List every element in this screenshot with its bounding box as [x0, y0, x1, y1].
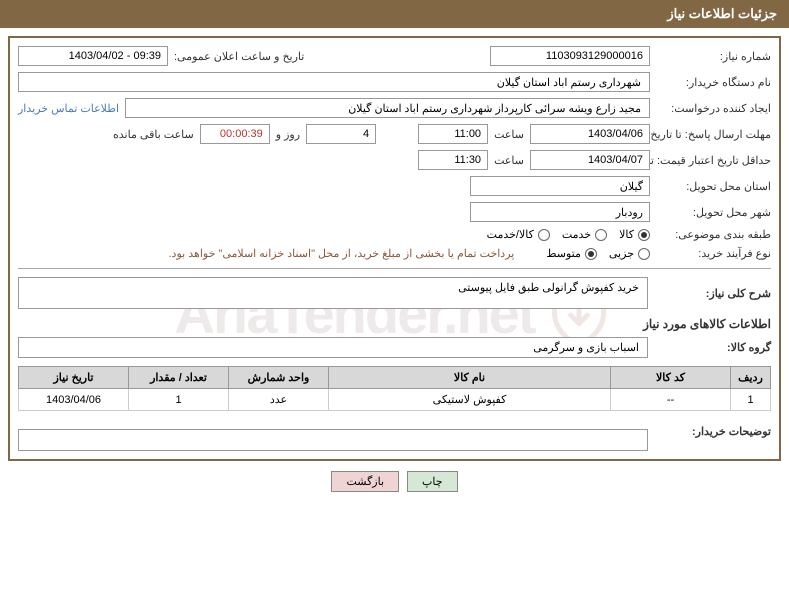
goods-table: ردیف کد کالا نام کالا واحد شمارش تعداد /… — [18, 366, 771, 411]
row-province: استان محل تحویل: گیلان — [18, 176, 771, 196]
button-row: چاپ بازگشت — [0, 471, 789, 492]
label-remaining: ساعت باقی مانده — [113, 128, 194, 141]
col-code: کد کالا — [611, 367, 731, 389]
field-province: گیلان — [470, 176, 650, 196]
col-row-no: ردیف — [731, 367, 771, 389]
label-time1: ساعت — [494, 128, 524, 141]
radio-group-process: جزیی متوسط — [546, 247, 650, 260]
field-deadline-time: 11:00 — [418, 124, 488, 144]
label-days-and: روز و — [276, 128, 300, 141]
cell-row-no: 1 — [731, 389, 771, 411]
cell-name: کفپوش لاستیکی — [329, 389, 611, 411]
label-overall-desc: شرح کلی نیاز: — [656, 287, 771, 300]
col-unit: واحد شمارش — [229, 367, 329, 389]
col-name: نام کالا — [329, 367, 611, 389]
field-deadline-date: 1403/04/06 — [530, 124, 650, 144]
radio-dot-icon — [585, 248, 597, 260]
label-goods-group: گروه کالا: — [656, 341, 771, 354]
row-category: طبقه بندی موضوعی: کالا خدمت کالا/خدمت — [18, 228, 771, 241]
radio-jozi[interactable]: جزیی — [609, 247, 650, 260]
goods-info-heading: اطلاعات کالاهای مورد نیاز — [18, 317, 771, 331]
page-header: جزئیات اطلاعات نیاز — [0, 0, 789, 28]
label-announce-dt: تاریخ و ساعت اعلان عمومی: — [174, 50, 304, 63]
print-button[interactable]: چاپ — [407, 471, 458, 492]
label-validity: حداقل تاریخ اعتبار قیمت: تا تاریخ: — [656, 154, 771, 167]
main-panel: AriaTender.net شماره نیاز: 1103093129000… — [8, 36, 781, 461]
row-overall-desc: شرح کلی نیاز: خرید کفپوش گرانولی طبق فای… — [18, 277, 771, 309]
label-deadline: مهلت ارسال پاسخ: تا تاریخ: — [656, 128, 771, 141]
radio-dot-icon — [638, 248, 650, 260]
field-buyer-notes — [18, 429, 648, 451]
divider — [18, 268, 771, 269]
row-need-no: شماره نیاز: 1103093129000016 تاریخ و ساع… — [18, 46, 771, 66]
radio-dot-icon — [595, 229, 607, 241]
col-qty: تعداد / مقدار — [129, 367, 229, 389]
label-buyer-notes: توضیحات خریدار: — [656, 425, 771, 438]
label-category: طبقه بندی موضوعی: — [656, 228, 771, 241]
radio-kala[interactable]: کالا — [619, 228, 650, 241]
field-buyer-org: شهرداری رستم اباد استان گیلان — [18, 72, 650, 92]
radio-group-category: کالا خدمت کالا/خدمت — [487, 228, 650, 241]
row-process: نوع فرآیند خرید: جزیی متوسط پرداخت تمام … — [18, 247, 771, 260]
field-announce-dt: 09:39 - 1403/04/02 — [18, 46, 168, 66]
field-validity-time: 11:30 — [418, 150, 488, 170]
buyer-notes-section: توضیحات خریدار: — [18, 425, 771, 451]
label-time2: ساعت — [494, 154, 524, 167]
field-requester: مجید زارع ویشه سرائی کارپرداز شهرداری رس… — [125, 98, 650, 118]
page-title: جزئیات اطلاعات نیاز — [667, 6, 777, 21]
field-goods-group: اسباب بازی و سرگرمی — [18, 337, 648, 358]
table-row: 1 -- کفپوش لاستیکی عدد 1 1403/04/06 — [19, 389, 771, 411]
label-province: استان محل تحویل: — [656, 180, 771, 193]
row-validity: حداقل تاریخ اعتبار قیمت: تا تاریخ: 1403/… — [18, 150, 771, 170]
row-city: شهر محل تحویل: رودبار — [18, 202, 771, 222]
field-overall-desc: خرید کفپوش گرانولی طبق فایل پیوستی — [18, 277, 648, 309]
row-requester: ایجاد کننده درخواست: مجید زارع ویشه سرائ… — [18, 98, 771, 118]
field-validity-date: 1403/04/07 — [530, 150, 650, 170]
label-city: شهر محل تحویل: — [656, 206, 771, 219]
radio-dot-icon — [538, 229, 550, 241]
label-process: نوع فرآیند خرید: — [656, 247, 771, 260]
radio-kala-khedmat[interactable]: کالا/خدمت — [487, 228, 550, 241]
payment-note: پرداخت تمام یا بخشی از مبلغ خرید، از محل… — [169, 247, 515, 260]
label-need-no: شماره نیاز: — [656, 50, 771, 63]
row-deadline: مهلت ارسال پاسخ: تا تاریخ: 1403/04/06 سا… — [18, 124, 771, 144]
field-time-remaining: 00:00:39 — [200, 124, 270, 144]
contact-link[interactable]: اطلاعات تماس خریدار — [18, 102, 119, 115]
field-days-remaining: 4 — [306, 124, 376, 144]
cell-qty: 1 — [129, 389, 229, 411]
cell-date: 1403/04/06 — [19, 389, 129, 411]
cell-unit: عدد — [229, 389, 329, 411]
table-header-row: ردیف کد کالا نام کالا واحد شمارش تعداد /… — [19, 367, 771, 389]
field-need-no: 1103093129000016 — [490, 46, 650, 66]
radio-khedmat[interactable]: خدمت — [562, 228, 607, 241]
row-goods-group: گروه کالا: اسباب بازی و سرگرمی — [18, 337, 771, 358]
row-buyer-org: نام دستگاه خریدار: شهرداری رستم اباد است… — [18, 72, 771, 92]
label-buyer-org: نام دستگاه خریدار: — [656, 76, 771, 89]
field-city: رودبار — [470, 202, 650, 222]
radio-dot-icon — [638, 229, 650, 241]
back-button[interactable]: بازگشت — [331, 471, 399, 492]
cell-code: -- — [611, 389, 731, 411]
label-requester: ایجاد کننده درخواست: — [656, 102, 771, 115]
col-date: تاریخ نیاز — [19, 367, 129, 389]
radio-motevaset[interactable]: متوسط — [546, 247, 597, 260]
